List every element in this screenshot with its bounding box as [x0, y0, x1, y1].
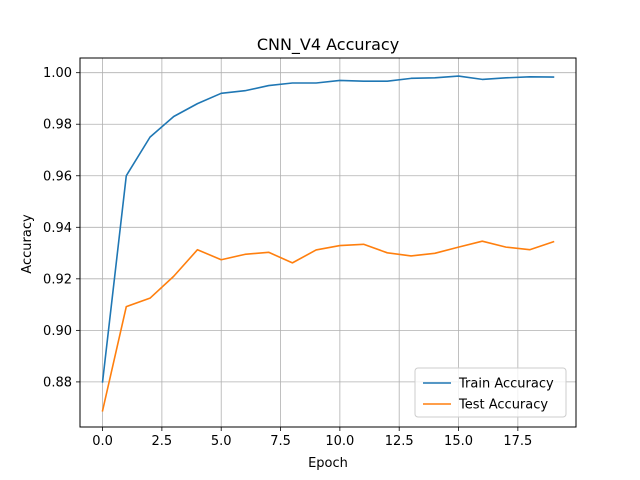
y-tick-label: 0.96: [43, 169, 72, 184]
x-tick-label: 5.0: [211, 434, 232, 449]
legend: Train Accuracy Test Accuracy: [414, 367, 567, 418]
x-tick-label: 2.5: [152, 434, 173, 449]
legend-label: Train Accuracy: [458, 377, 554, 392]
plot-frame: [79, 57, 577, 428]
y-tick-label: 0.92: [43, 272, 72, 287]
y-axis: 0.88 0.90 0.92 0.94 0.96 0.98 1.00: [43, 66, 80, 390]
y-tick-label: 1.00: [43, 66, 72, 81]
y-tick-label: 0.88: [43, 375, 72, 390]
x-tick-label: 12.5: [385, 434, 414, 449]
chart-title: CNN_V4 Accuracy: [257, 35, 399, 55]
x-tick-label: 7.5: [270, 434, 291, 449]
x-tick-label: 17.5: [503, 434, 532, 449]
legend-label: Test Accuracy: [458, 398, 548, 413]
x-tick-label: 15.0: [444, 434, 473, 449]
y-axis-label: Accuracy: [20, 214, 35, 274]
y-tick-label: 0.98: [43, 118, 72, 133]
series-layer: [101, 75, 555, 412]
y-tick-label: 0.90: [43, 324, 72, 339]
y-tick-label: 0.94: [43, 221, 72, 236]
grid-lines: [80, 58, 576, 427]
legend-box: [414, 367, 567, 418]
x-tick-label: 0.0: [92, 434, 113, 449]
x-tick-label: 10.0: [325, 434, 354, 449]
test-accuracy-line: [101, 240, 555, 412]
x-axis: 0.0 2.5 5.0 7.5 10.0 12.5 15.0 17.5: [92, 427, 532, 449]
x-axis-label: Epoch: [308, 456, 348, 471]
train-accuracy-line: [101, 75, 555, 383]
